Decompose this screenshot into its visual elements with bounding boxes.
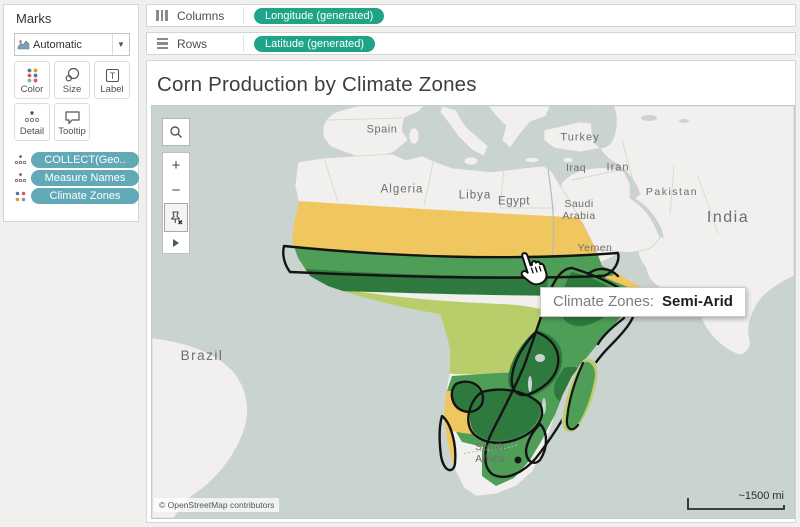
map-zoom-controls: + − bbox=[162, 152, 190, 254]
mark-type-dropdown[interactable]: Automatic ▼ bbox=[14, 33, 130, 56]
search-icon bbox=[170, 126, 182, 138]
shelf-separator bbox=[243, 35, 244, 52]
map-view[interactable]: Spain Turkey Algeria Libya Egypt Iraq Iran Saud… bbox=[151, 105, 795, 519]
color-button[interactable]: Color bbox=[14, 61, 50, 99]
pin-reset-button[interactable] bbox=[164, 203, 188, 232]
tooltip-button[interactable]: Tooltip bbox=[54, 103, 90, 141]
detail-button[interactable]: Detail bbox=[14, 103, 50, 141]
map-search-button[interactable] bbox=[162, 118, 190, 146]
chevron-down-icon[interactable]: ▼ bbox=[112, 34, 129, 55]
map-attribution: © OpenStreetMap contributors bbox=[154, 498, 280, 512]
shelf-separator bbox=[243, 7, 244, 24]
tooltip-field-label: Climate Zones: bbox=[553, 293, 654, 310]
color-dots-icon bbox=[12, 190, 29, 203]
detail-dots-icon bbox=[12, 172, 29, 184]
label-icon: T bbox=[105, 66, 120, 84]
marks-pill-climate-zones[interactable]: Climate Zones bbox=[12, 188, 139, 204]
detail-dots-icon bbox=[12, 154, 29, 166]
marks-card-title: Marks bbox=[16, 11, 52, 26]
zoom-in-button[interactable]: + bbox=[171, 157, 181, 174]
marks-pill-measure-names[interactable]: Measure Names bbox=[12, 170, 139, 186]
tooltip-bubble-icon bbox=[64, 108, 81, 126]
scale-text: ~1500 mi bbox=[738, 490, 784, 502]
size-button[interactable]: Size bbox=[54, 61, 90, 99]
label-button[interactable]: T Label bbox=[94, 61, 130, 99]
toolbar-expand-button[interactable] bbox=[163, 232, 189, 253]
columns-shelf[interactable]: Columns Longitude (generated) bbox=[146, 4, 796, 27]
columns-icon bbox=[147, 10, 177, 21]
longitude-pill[interactable]: Longitude (generated) bbox=[254, 7, 385, 24]
color-icon bbox=[26, 66, 39, 84]
tooltip-field-value: Semi-Arid bbox=[662, 293, 733, 310]
scale-line bbox=[687, 498, 785, 510]
rows-shelf[interactable]: Rows Latitude (generated) bbox=[146, 32, 796, 55]
map-scale: ~1500 mi bbox=[686, 490, 786, 514]
marks-pill-collect[interactable]: COLLECT(Geo.. bbox=[12, 152, 139, 168]
zoom-out-button[interactable]: − bbox=[171, 182, 181, 199]
rows-shelf-label: Rows bbox=[177, 36, 208, 51]
triangle-right-icon bbox=[173, 238, 179, 247]
detail-icon bbox=[24, 108, 40, 126]
mark-type-label: Automatic bbox=[33, 38, 82, 51]
pin-x-icon bbox=[170, 210, 183, 224]
sheet-title: Corn Production by Climate Zones bbox=[157, 73, 477, 96]
rows-icon bbox=[147, 37, 177, 50]
sheet-card: Corn Production by Climate Zones bbox=[146, 60, 796, 523]
hand-cursor-icon bbox=[520, 252, 548, 286]
marks-buttons: Color Size T Label bbox=[14, 61, 130, 141]
map-tooltip: Climate Zones: Semi-Arid bbox=[540, 287, 746, 317]
marks-card: Marks Automatic ▼ Color bbox=[3, 4, 139, 222]
columns-shelf-label: Columns bbox=[177, 8, 225, 23]
mark-type-icon bbox=[15, 39, 33, 51]
latitude-pill[interactable]: Latitude (generated) bbox=[254, 35, 376, 52]
size-icon bbox=[64, 66, 80, 84]
svg-text:T: T bbox=[109, 71, 115, 81]
